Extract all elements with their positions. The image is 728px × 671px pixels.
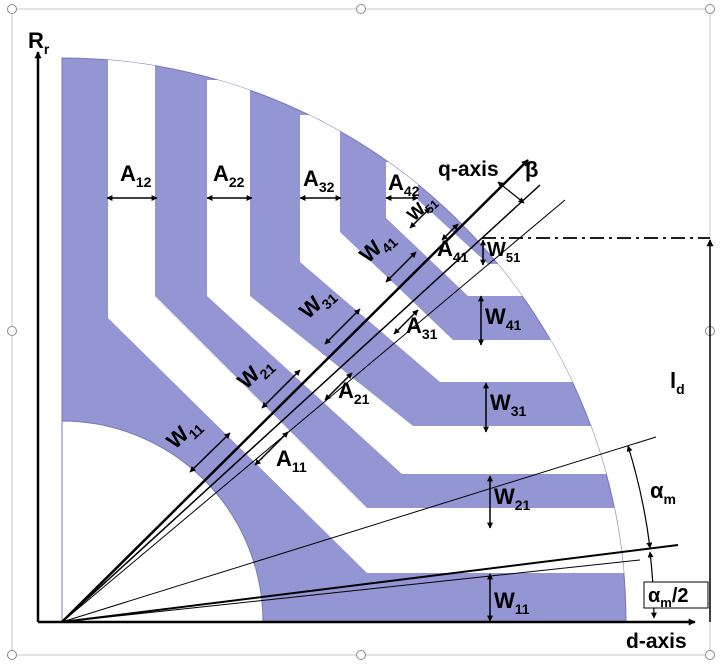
beta-dimension [497,181,525,204]
beta-line [61,184,541,623]
w31-q-arrow [324,308,361,345]
a21-label: A21 [338,378,370,407]
w41-q-arrow [385,251,417,283]
w41-d-label: W41 [485,304,522,333]
resize-handle-left[interactable] [7,326,17,336]
a42-label: A42 [388,170,420,199]
pole-line [61,199,566,623]
a41-arrow [441,223,459,241]
alpha-m-half-box [643,581,709,609]
alpha-m-arc [626,445,653,549]
w31-d-label: W31 [490,390,527,419]
w51-q-arrow [409,207,431,229]
alpha-m-line-inner [61,559,641,623]
w51-d-label: W51 [487,239,520,265]
resize-handle-top-left[interactable] [7,4,17,14]
a12-label: A12 [120,161,152,190]
a11-label: A11 [276,446,307,475]
resize-handle-top[interactable] [356,4,366,14]
w-q-dimensions [189,207,431,473]
q-axis-label: q-axis [438,158,499,181]
a11-arrow [254,431,289,466]
w11-q-arrow [189,432,231,473]
w21-q-arrow [261,369,301,409]
alpha-m-line-upper [61,436,657,623]
resize-handle-top-right[interactable] [705,4,715,14]
w11-d-label: W11 [494,588,530,617]
a31-arrow [393,309,419,335]
resize-handle-bottom-right[interactable] [705,650,715,660]
rotor-radius-label: Rr [28,28,50,57]
a-q-dimensions [254,223,459,466]
a22-label: A22 [213,161,245,190]
resize-handle-bottom-left[interactable] [7,650,17,660]
a32-label: A32 [303,166,335,195]
flux-barrier-4 [386,162,626,296]
resize-handle-bottom[interactable] [356,650,366,660]
a31-label: A31 [406,313,438,342]
alpha-m-line-lower [61,544,679,623]
a21-arrow [324,372,353,401]
l-d-label: ld [670,368,685,397]
flux-barrier-3 [300,115,626,382]
flux-barrier-2 [207,80,626,474]
alpha-m-label: αm [650,478,676,507]
d-axis-label: d-axis [626,630,687,653]
a41-label: A41 [437,236,469,265]
beta-label: β [525,157,538,182]
w-d-dimensions [478,239,493,622]
w21-d-label: W21 [494,484,531,513]
alpha-m-half-label: αm/2 [648,585,689,610]
